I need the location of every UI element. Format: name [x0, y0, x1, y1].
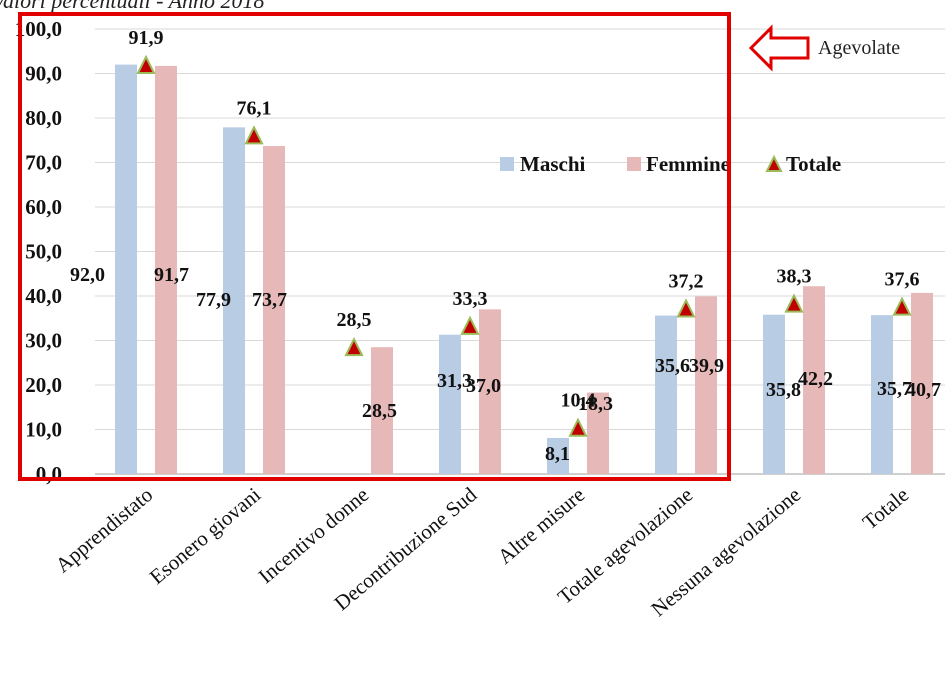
data-label-totale: 91,9 [129, 27, 164, 49]
data-label-femmine: 91,7 [154, 264, 189, 286]
data-label-totale: 28,5 [337, 309, 372, 331]
arrow-left-icon [748, 24, 810, 72]
legend-label-femmine: Femmine [646, 152, 730, 176]
marker-totale [784, 293, 804, 313]
data-label-femmine: 28,5 [362, 400, 397, 422]
data-label-totale: 10,4 [561, 390, 596, 412]
bar-maschi [871, 315, 893, 474]
agevolate-highlight-box [18, 12, 731, 481]
bar-maschi [223, 127, 245, 474]
data-label-maschi: 35,8 [766, 379, 801, 401]
bar-femmine [911, 292, 933, 474]
bar-femmine [155, 65, 177, 474]
data-label-femmine: 40,7 [906, 379, 941, 401]
data-label-maschi: 31,3 [437, 370, 472, 392]
data-label-maschi: 35,7 [877, 378, 912, 400]
y-tick-label: 80,0 [25, 106, 62, 130]
legend-swatch-maschi [500, 157, 514, 171]
data-label-femmine: 42,2 [798, 368, 833, 390]
x-tick-label: Apprendistato [51, 482, 158, 577]
marker-totale [460, 315, 480, 335]
x-tick-label: Esonero giovani [145, 482, 266, 589]
legend-label-maschi: Maschi [520, 152, 585, 176]
bar-maschi [439, 334, 461, 474]
y-tick-label: 30,0 [25, 329, 62, 353]
x-tick-label: Totale [858, 482, 913, 534]
data-label-maschi: 35,6 [655, 355, 690, 377]
chart-title: Valori percentuali - Anno 2018 [0, 0, 265, 13]
bar-femmine [587, 392, 609, 474]
data-label-maschi: 8,1 [545, 443, 570, 465]
y-tick-label: 90,0 [25, 62, 62, 86]
data-label-maschi: 77,9 [196, 289, 231, 311]
marker-totale [344, 336, 364, 357]
bar-femmine [479, 309, 501, 474]
y-tick-label: 20,0 [25, 373, 62, 397]
legend-marker-totale [765, 154, 783, 172]
bar-femmine [371, 347, 393, 474]
bar-femmine [803, 286, 825, 474]
x-tick-label: Altre misure [493, 482, 589, 568]
bar-maschi [763, 314, 785, 474]
y-tick-label: 60,0 [25, 195, 62, 219]
marker-totale [892, 296, 912, 316]
data-label-totale: 37,6 [885, 269, 920, 291]
marker-totale [568, 417, 588, 437]
data-label-femmine: 39,9 [689, 355, 724, 377]
data-label-maschi: 92,0 [70, 264, 105, 286]
y-tick-label: 40,0 [25, 284, 62, 308]
y-tick-label: 50,0 [25, 240, 62, 264]
data-label-totale: 37,2 [669, 270, 704, 292]
y-tick-label: 100,0 [15, 17, 62, 41]
data-label-femmine: 73,7 [252, 289, 287, 311]
legend-label-totale: Totale [786, 152, 841, 176]
annotation-label: Agevolate [818, 37, 900, 59]
bar-femmine [263, 146, 285, 474]
marker-totale [676, 298, 696, 318]
bar-maschi [547, 437, 569, 474]
data-label-totale: 33,3 [453, 288, 488, 310]
bar-femmine [695, 296, 717, 474]
data-label-totale: 76,1 [237, 97, 272, 119]
bar-maschi [655, 315, 677, 474]
y-tick-label: 10,0 [25, 418, 62, 442]
y-tick-label: 0,0 [36, 462, 62, 486]
y-tick-label: 70,0 [25, 151, 62, 175]
data-label-femmine: 18,3 [578, 393, 613, 415]
marker-totale [136, 54, 156, 75]
legend-swatch-femmine [627, 157, 641, 171]
bar-maschi [115, 64, 137, 474]
x-tick-label: Incentivo donne [254, 482, 374, 588]
data-label-femmine: 37,0 [466, 375, 501, 397]
data-label-totale: 38,3 [777, 266, 812, 288]
marker-totale [244, 125, 264, 145]
